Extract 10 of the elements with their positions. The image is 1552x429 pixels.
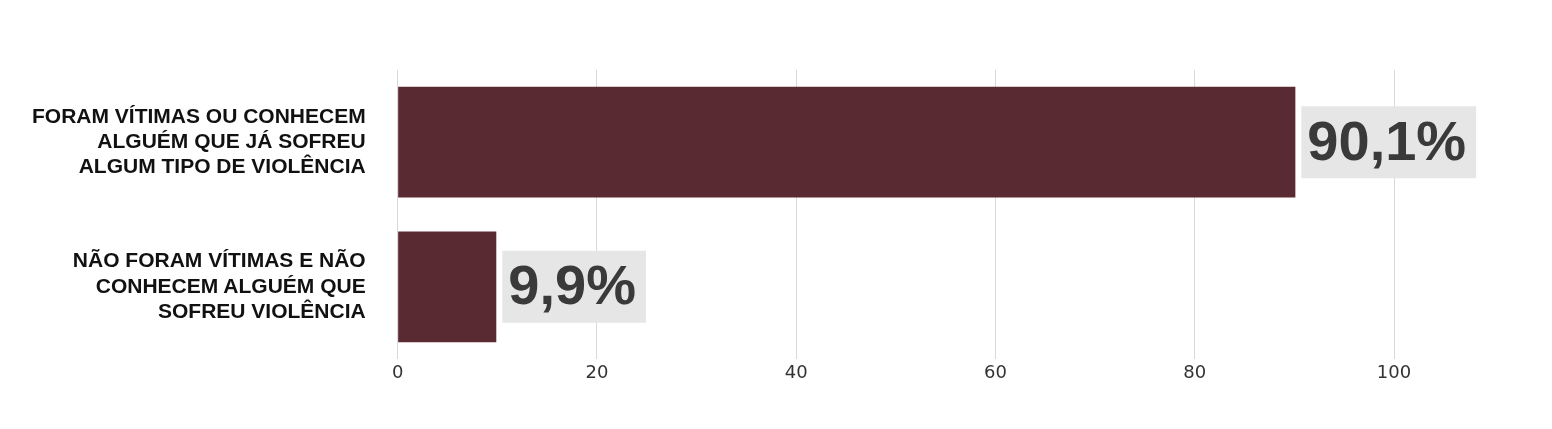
data-label: 9,9% — [508, 253, 636, 317]
x-tick-label: 100 — [1376, 360, 1412, 382]
data-label: 90,1% — [1307, 108, 1467, 172]
x-tick-label: 0 — [391, 360, 404, 382]
y-tick-label: NÃO FORAM VÍTIMAS E NÃO CONHECEM ALGUÉM QUE SOFREU VIOLÊNCIA — [72, 248, 366, 322]
x-tick-label: 40 — [784, 360, 808, 382]
x-tick-label: 60 — [984, 360, 1007, 382]
y-tick-label: FORAM VÍTIMAS OU CONHECEM ALGUÉM QUE JÁ SOFREU ALGUM TIPO DE VIOLÊNCIA — [31, 103, 366, 178]
x-tick-label: 80 — [1183, 360, 1207, 382]
x-tick-label: 20 — [585, 360, 609, 382]
